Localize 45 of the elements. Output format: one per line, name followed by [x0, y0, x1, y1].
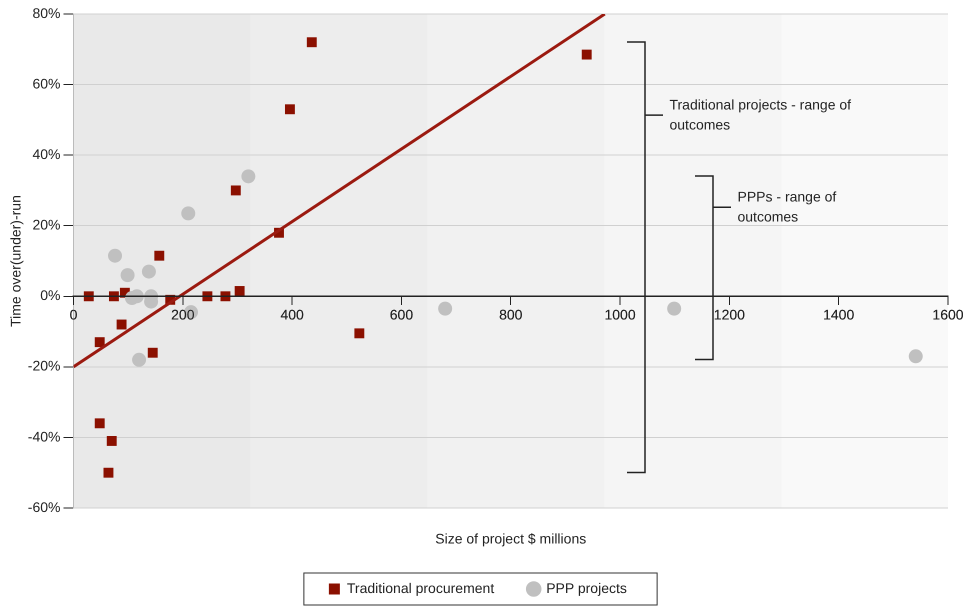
point [108, 248, 122, 263]
y-tick-label: 40% [32, 146, 60, 162]
y-tick-label: 80% [32, 4, 60, 21]
x-tick-label: 1000 [604, 306, 636, 323]
legend-label: PPP projects [546, 580, 627, 596]
point [106, 436, 117, 446]
point [181, 206, 196, 220]
y-tick-label: -40% [28, 428, 60, 444]
x-tick-label: 400 [280, 306, 304, 323]
point [94, 418, 105, 428]
point [104, 468, 114, 478]
point [142, 264, 156, 279]
point [230, 185, 241, 196]
point [148, 348, 158, 358]
y-tick-label: 60% [32, 75, 60, 92]
x-tick-label: 200 [171, 306, 195, 323]
legend-label: Traditional procurement [346, 580, 494, 596]
y-tick-label: 0% [40, 287, 60, 304]
x-tick-label: 1400 [823, 306, 854, 323]
x-tick-label: 1200 [714, 306, 746, 323]
point [306, 37, 317, 48]
x-tick-label: 0 [70, 306, 78, 323]
x-tick-label: 800 [499, 306, 523, 323]
y-tick-label: -20% [28, 358, 60, 374]
point [438, 302, 452, 316]
point [154, 250, 164, 261]
point [667, 302, 682, 316]
y-tick-label: -60% [28, 498, 60, 515]
point [120, 268, 135, 282]
y-tick-label: 20% [32, 216, 60, 233]
x-axis-title: Size of project $ millions [435, 530, 586, 546]
y-axis-title: Time over(under)-run [7, 195, 24, 327]
point [582, 50, 592, 60]
point [94, 337, 105, 348]
point [354, 328, 364, 338]
point [908, 349, 923, 364]
annotation: Traditional projects - range of outcomes [669, 96, 852, 132]
x-tick-label: 1600 [932, 306, 964, 323]
point [284, 104, 295, 114]
point [132, 352, 146, 367]
annotation: PPPs - range of outcomes [737, 188, 836, 224]
point [241, 169, 256, 184]
point [116, 320, 127, 330]
point [234, 286, 245, 296]
x-tick-label: 600 [390, 306, 414, 323]
